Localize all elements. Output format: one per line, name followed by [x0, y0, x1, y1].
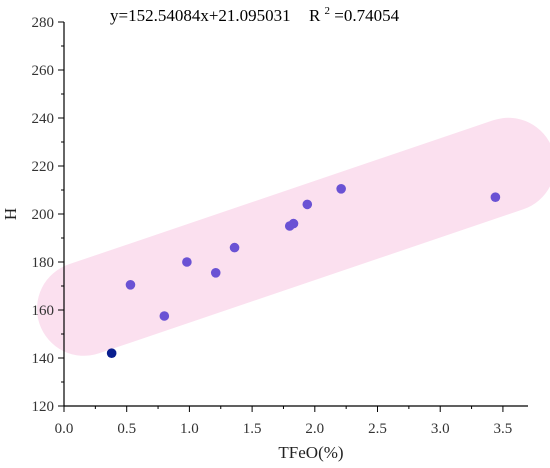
y-tick-label: 200	[32, 207, 55, 223]
x-tick-label: 0.5	[117, 421, 136, 437]
regression-equation: y=152.54084x+21.095031 R 2 =0.74054	[110, 0, 400, 25]
y-tick-label: 240	[32, 111, 55, 127]
data-points	[106, 184, 501, 359]
highlight-band	[37, 117, 550, 356]
equation-formula: y=152.54084x+21.095031	[110, 6, 291, 25]
data-point	[106, 348, 117, 359]
x-tick-label: 2.0	[305, 421, 324, 437]
y-tick-label: 120	[32, 399, 55, 415]
x-tick-label: 3.0	[431, 421, 450, 437]
r-squared-value: =0.74054	[334, 6, 399, 25]
y-tick-label: 220	[32, 159, 55, 175]
data-point	[159, 311, 170, 321]
y-tick-label: 280	[32, 15, 55, 31]
data-point	[288, 218, 299, 229]
data-point	[182, 257, 192, 267]
x-tick-label: 0.0	[55, 421, 74, 437]
y-tick-label: 180	[32, 255, 55, 271]
x-tick-label: 3.5	[494, 421, 513, 437]
data-point	[490, 192, 501, 202]
data-point	[125, 280, 136, 290]
axis-title-x: TFeO(%)	[278, 443, 343, 462]
x-tick-label: 1.0	[180, 421, 199, 437]
data-point	[229, 242, 240, 253]
data-point	[210, 268, 221, 278]
r-squared-superscript: 2	[325, 5, 331, 17]
y-tick-label: 140	[32, 351, 55, 367]
x-tick-label: 2.5	[368, 421, 387, 437]
x-tick-label: 1.5	[243, 421, 262, 437]
data-point	[302, 199, 313, 210]
y-tick-label: 160	[32, 303, 55, 319]
y-tick-label: 260	[32, 63, 55, 79]
data-point	[336, 184, 346, 194]
r-squared-label: R	[309, 6, 321, 25]
axis-title-y: H	[1, 208, 20, 220]
x-axis: 0.0 0.5 1.0 1.5 2.0 2.5 3.0 3.5	[55, 405, 528, 437]
y-axis: 120 140 160 180 200 220 240 260 280	[32, 15, 65, 415]
highlight-band-layer	[37, 117, 550, 356]
